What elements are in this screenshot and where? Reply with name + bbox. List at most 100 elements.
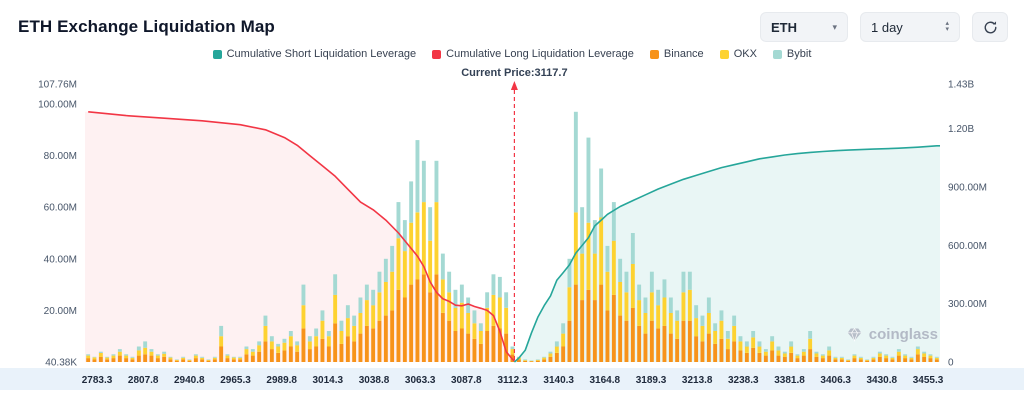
bar-segment bbox=[909, 356, 914, 358]
bar-segment bbox=[586, 289, 591, 362]
liquidation-bars[interactable] bbox=[86, 111, 939, 362]
bar-segment bbox=[212, 356, 217, 358]
bar-segment bbox=[795, 354, 800, 356]
bar-segment bbox=[447, 320, 452, 362]
bar-segment bbox=[92, 359, 97, 362]
bar-segment bbox=[535, 359, 540, 360]
bar-segment bbox=[257, 351, 262, 362]
x-axis-strip bbox=[0, 368, 1024, 390]
bar-segment bbox=[744, 346, 749, 353]
bar-segment bbox=[459, 302, 464, 329]
bar-segment bbox=[136, 350, 141, 356]
bar-segment bbox=[181, 356, 186, 358]
left-axis-tick: 60.00M bbox=[44, 203, 77, 214]
bar-segment bbox=[86, 358, 91, 362]
refresh-button[interactable] bbox=[972, 12, 1008, 42]
bar-segment bbox=[453, 289, 458, 308]
bar-segment bbox=[592, 253, 597, 300]
bar-segment bbox=[174, 359, 179, 360]
bar-segment bbox=[238, 359, 243, 362]
bar-segment bbox=[124, 355, 129, 359]
bar-segment bbox=[206, 359, 211, 361]
symbol-select[interactable]: ETH ▾ bbox=[760, 12, 848, 42]
bar-segment bbox=[928, 358, 933, 362]
bar-segment bbox=[485, 307, 490, 331]
bar-segment bbox=[599, 284, 604, 362]
bar-segment bbox=[827, 346, 832, 351]
bar-segment bbox=[523, 361, 528, 362]
bar-segment bbox=[687, 271, 692, 290]
bar-segment bbox=[732, 315, 737, 326]
bar-segment bbox=[352, 315, 357, 326]
x-axis-label: 3213.8 bbox=[682, 375, 713, 386]
bar-segment bbox=[124, 354, 129, 356]
liquidation-map-chart[interactable]: Current Price:3117.7 107.76M 100.00M 80.00M… bbox=[0, 66, 1024, 392]
bar-segment bbox=[827, 350, 832, 356]
bar-segment bbox=[276, 346, 281, 353]
bar-segment bbox=[719, 338, 724, 362]
bar-segment bbox=[523, 360, 528, 361]
legend-item-binance[interactable]: Binance bbox=[649, 48, 704, 60]
bar-segment bbox=[548, 353, 553, 357]
bar-segment bbox=[751, 337, 756, 348]
legend-item-okx[interactable]: OKX bbox=[719, 48, 757, 60]
bar-segment bbox=[320, 310, 325, 321]
bar-segment bbox=[833, 359, 838, 362]
bar-segment bbox=[839, 359, 844, 362]
bar-segment bbox=[231, 357, 236, 360]
bar-segment bbox=[637, 284, 642, 301]
bar-segment bbox=[643, 333, 648, 362]
bar-segment bbox=[231, 359, 236, 362]
x-axis-label: 3406.3 bbox=[820, 375, 851, 386]
bar-segment bbox=[656, 328, 661, 362]
bar-segment bbox=[421, 274, 426, 362]
bar-segment bbox=[409, 181, 414, 223]
bar-segment bbox=[415, 279, 420, 362]
bar-segment bbox=[402, 297, 407, 362]
left-axis-tick: 80.00M bbox=[44, 151, 77, 162]
bar-segment bbox=[732, 341, 737, 362]
bar-segment bbox=[656, 305, 661, 329]
bar-segment bbox=[580, 207, 585, 254]
bar-segment bbox=[358, 333, 363, 362]
bar-segment bbox=[295, 351, 300, 362]
interval-select[interactable]: 1 day ▴ ▾ bbox=[860, 12, 960, 42]
bar-segment bbox=[250, 355, 255, 362]
bar-segment bbox=[694, 318, 699, 337]
bar-segment bbox=[903, 358, 908, 362]
bar-segment bbox=[757, 353, 762, 362]
bar-segment bbox=[877, 356, 882, 362]
bar-segment bbox=[339, 331, 344, 344]
bar-segment bbox=[345, 305, 350, 319]
bar-segment bbox=[440, 313, 445, 362]
bar-segment bbox=[434, 274, 439, 362]
bar-segment bbox=[770, 350, 775, 362]
bar-segment bbox=[567, 287, 572, 321]
bar-segment bbox=[371, 289, 376, 306]
bar-segment bbox=[858, 359, 863, 362]
bar-segment bbox=[478, 331, 483, 344]
legend-item-cumulative-long[interactable]: Cumulative Long Liquidation Leverage bbox=[432, 48, 634, 60]
bar-segment bbox=[649, 320, 654, 362]
bar-segment bbox=[801, 351, 806, 356]
bar-segment bbox=[174, 360, 179, 362]
bar-segment bbox=[282, 342, 287, 351]
x-axis-label: 3189.3 bbox=[636, 375, 667, 386]
bar-segment bbox=[383, 258, 388, 282]
bar-segment bbox=[808, 349, 813, 362]
chevron-down-icon: ▾ bbox=[832, 21, 837, 32]
bar-segment bbox=[288, 331, 293, 337]
bar-segment bbox=[371, 305, 376, 329]
legend-item-cumulative-short[interactable]: Cumulative Short Liquidation Leverage bbox=[212, 48, 416, 60]
bar-segment bbox=[162, 351, 167, 354]
bar-segment bbox=[637, 300, 642, 326]
bar-segment bbox=[345, 336, 350, 362]
legend-swatch-okx bbox=[719, 49, 729, 59]
bar-segment bbox=[288, 336, 293, 347]
bar-segment bbox=[637, 325, 642, 362]
bar-segment bbox=[377, 320, 382, 362]
legend-item-bybit[interactable]: Bybit bbox=[772, 48, 811, 60]
bar-segment bbox=[782, 351, 787, 354]
bar-segment bbox=[409, 222, 414, 285]
bar-segment bbox=[149, 355, 154, 362]
